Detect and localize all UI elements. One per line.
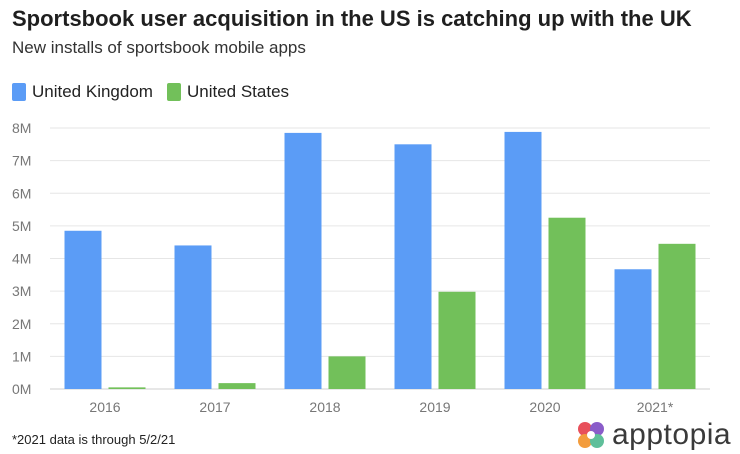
legend-swatch-uk [12,83,26,101]
y-tick-label: 0M [12,381,31,397]
bar-uk [174,245,212,389]
x-tick-label: 2018 [309,399,340,415]
y-tick-label: 7M [12,153,31,169]
y-tick-label: 1M [12,348,31,364]
bar-uk [614,269,652,389]
y-tick-label: 3M [12,283,31,299]
legend: United Kingdom United States [12,82,303,102]
legend-label-uk: United Kingdom [32,82,153,101]
bar-uk [504,131,542,390]
bar-us [658,243,696,389]
legend-label-us: United States [186,82,290,101]
apptopia-logo-icon [578,422,604,448]
bar-us [328,356,366,389]
bar-us [108,387,146,389]
legend-item-us[interactable]: United States [166,82,290,102]
legend-item-uk[interactable]: United Kingdom [12,82,153,102]
x-tick-label: 2020 [529,399,560,415]
y-tick-label: 5M [12,218,31,234]
x-tick-label: 2021* [637,399,674,415]
footnote: *2021 data is through 5/2/21 [12,432,176,447]
legend-swatch-us [166,83,181,101]
brand-logo: apptopia [576,420,731,450]
bar-us [438,291,476,389]
x-tick-label: 2016 [89,399,120,415]
y-tick-label: 8M [12,120,31,136]
bar-us [548,217,586,389]
x-tick-label: 2017 [199,399,230,415]
x-tick-label: 2019 [419,399,450,415]
bar-uk [284,132,322,390]
bar-uk [394,144,432,389]
bar-us [218,383,256,389]
brand-name: apptopia [612,418,732,451]
y-tick-label: 4M [12,251,31,267]
chart-subtitle: New installs of sportsbook mobile apps [12,38,306,57]
y-tick-label: 2M [12,316,31,332]
bar-uk [64,230,102,389]
chart-title: Sportsbook user acquisition in the US is… [12,6,692,31]
y-tick-label: 6M [12,185,31,201]
